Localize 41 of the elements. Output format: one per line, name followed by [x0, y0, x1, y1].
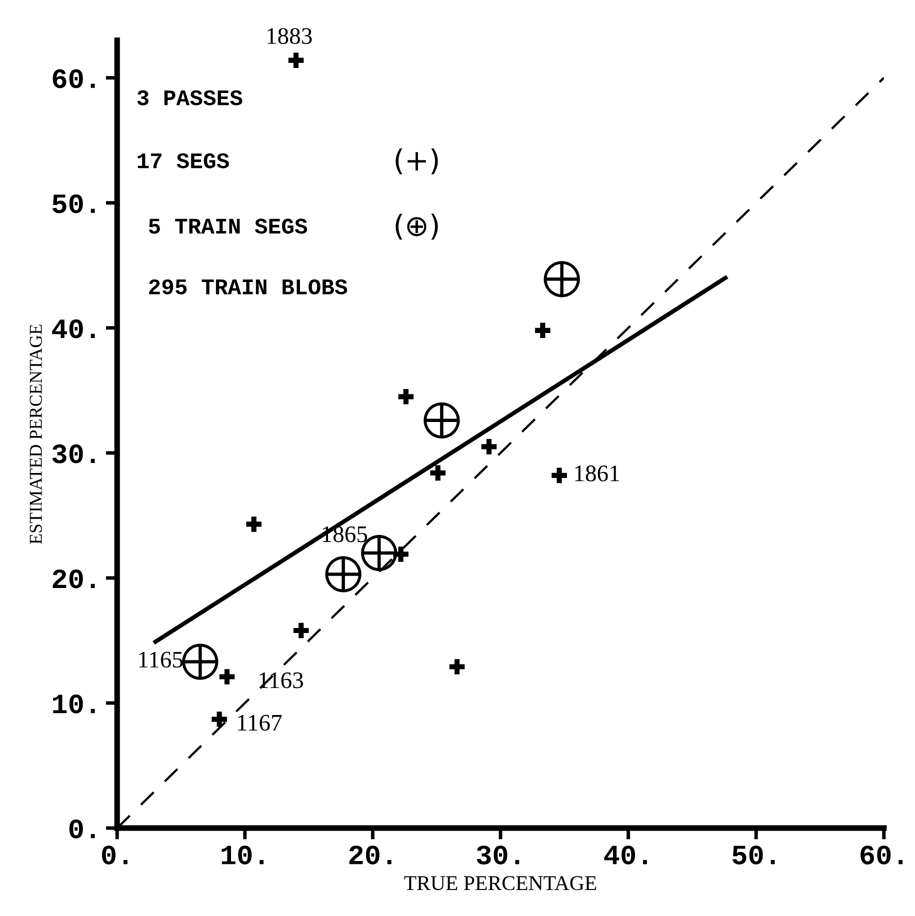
- y-tick-label: 60.: [52, 69, 95, 88]
- x-tick-label: 50.: [732, 846, 775, 864]
- point: [325, 556, 362, 592]
- annotation: (+): [396, 148, 438, 174]
- x-tick-label: 40.: [604, 846, 647, 864]
- point: [430, 465, 446, 481]
- point: [424, 402, 460, 438]
- y-tick-label: 10.: [53, 694, 95, 714]
- annotation: 5 TRAIN SEGS: [148, 218, 308, 234]
- annotation: 1165: [139, 652, 183, 668]
- point: [294, 622, 309, 638]
- x-tick-label: 10.: [222, 846, 264, 864]
- x-axis-title: TRUE PERCENTAGE: [404, 876, 596, 890]
- x-tick-label: 20.: [349, 846, 392, 864]
- annotation: 1167: [238, 714, 282, 731]
- point: [288, 52, 304, 68]
- annotation: 1883: [268, 28, 312, 44]
- y-tick-label: 20.: [52, 569, 95, 588]
- y-axis-title: ESTIMATED PERCENTAGE: [30, 324, 42, 544]
- x-tick-label: 30.: [476, 846, 520, 864]
- y-tick-label: 30.: [52, 444, 95, 464]
- annotation: (⊕): [396, 214, 438, 240]
- annotation: 3 PASSES: [137, 90, 242, 106]
- y-tick-label: 50.: [52, 194, 95, 214]
- x-tick-label: 0.: [102, 846, 128, 864]
- point: [398, 389, 414, 404]
- y-tick-label: 0.: [69, 820, 95, 838]
- point: [182, 644, 218, 680]
- point: [544, 261, 580, 298]
- annotation: 295 TRAIN BLOBS: [149, 279, 348, 294]
- point: [246, 516, 262, 532]
- annotation: 17 SEGS: [138, 153, 229, 168]
- point: [212, 712, 227, 727]
- x-tick-label: 60.: [860, 846, 903, 864]
- point: [552, 468, 567, 484]
- y-tick-label: 40.: [52, 319, 95, 338]
- point: [449, 659, 465, 674]
- point: [481, 439, 497, 454]
- point: [219, 669, 235, 684]
- annotation: 1861: [575, 465, 619, 482]
- point: [535, 322, 550, 338]
